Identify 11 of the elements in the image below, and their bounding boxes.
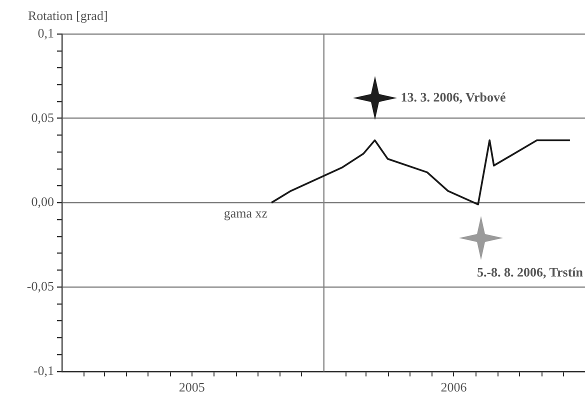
- y-tick-label: -0,05: [26, 278, 54, 294]
- x-tick-label: 2006: [440, 380, 468, 395]
- annotation: 13. 3. 2006, Vrbové: [400, 89, 506, 104]
- y-tick-label: 0,00: [31, 194, 54, 210]
- y-tick-label: -0,1: [33, 362, 54, 378]
- series-label: gama xz: [224, 206, 268, 221]
- x-tick-label: 2005: [178, 380, 205, 395]
- y-tick-label: 0,1: [38, 25, 54, 40]
- y-axis-title: Rotation [grad]: [28, 8, 108, 23]
- annotation: 5.-8. 8. 2006, Trstín: [476, 264, 584, 280]
- y-tick-label: 0,05: [31, 110, 54, 125]
